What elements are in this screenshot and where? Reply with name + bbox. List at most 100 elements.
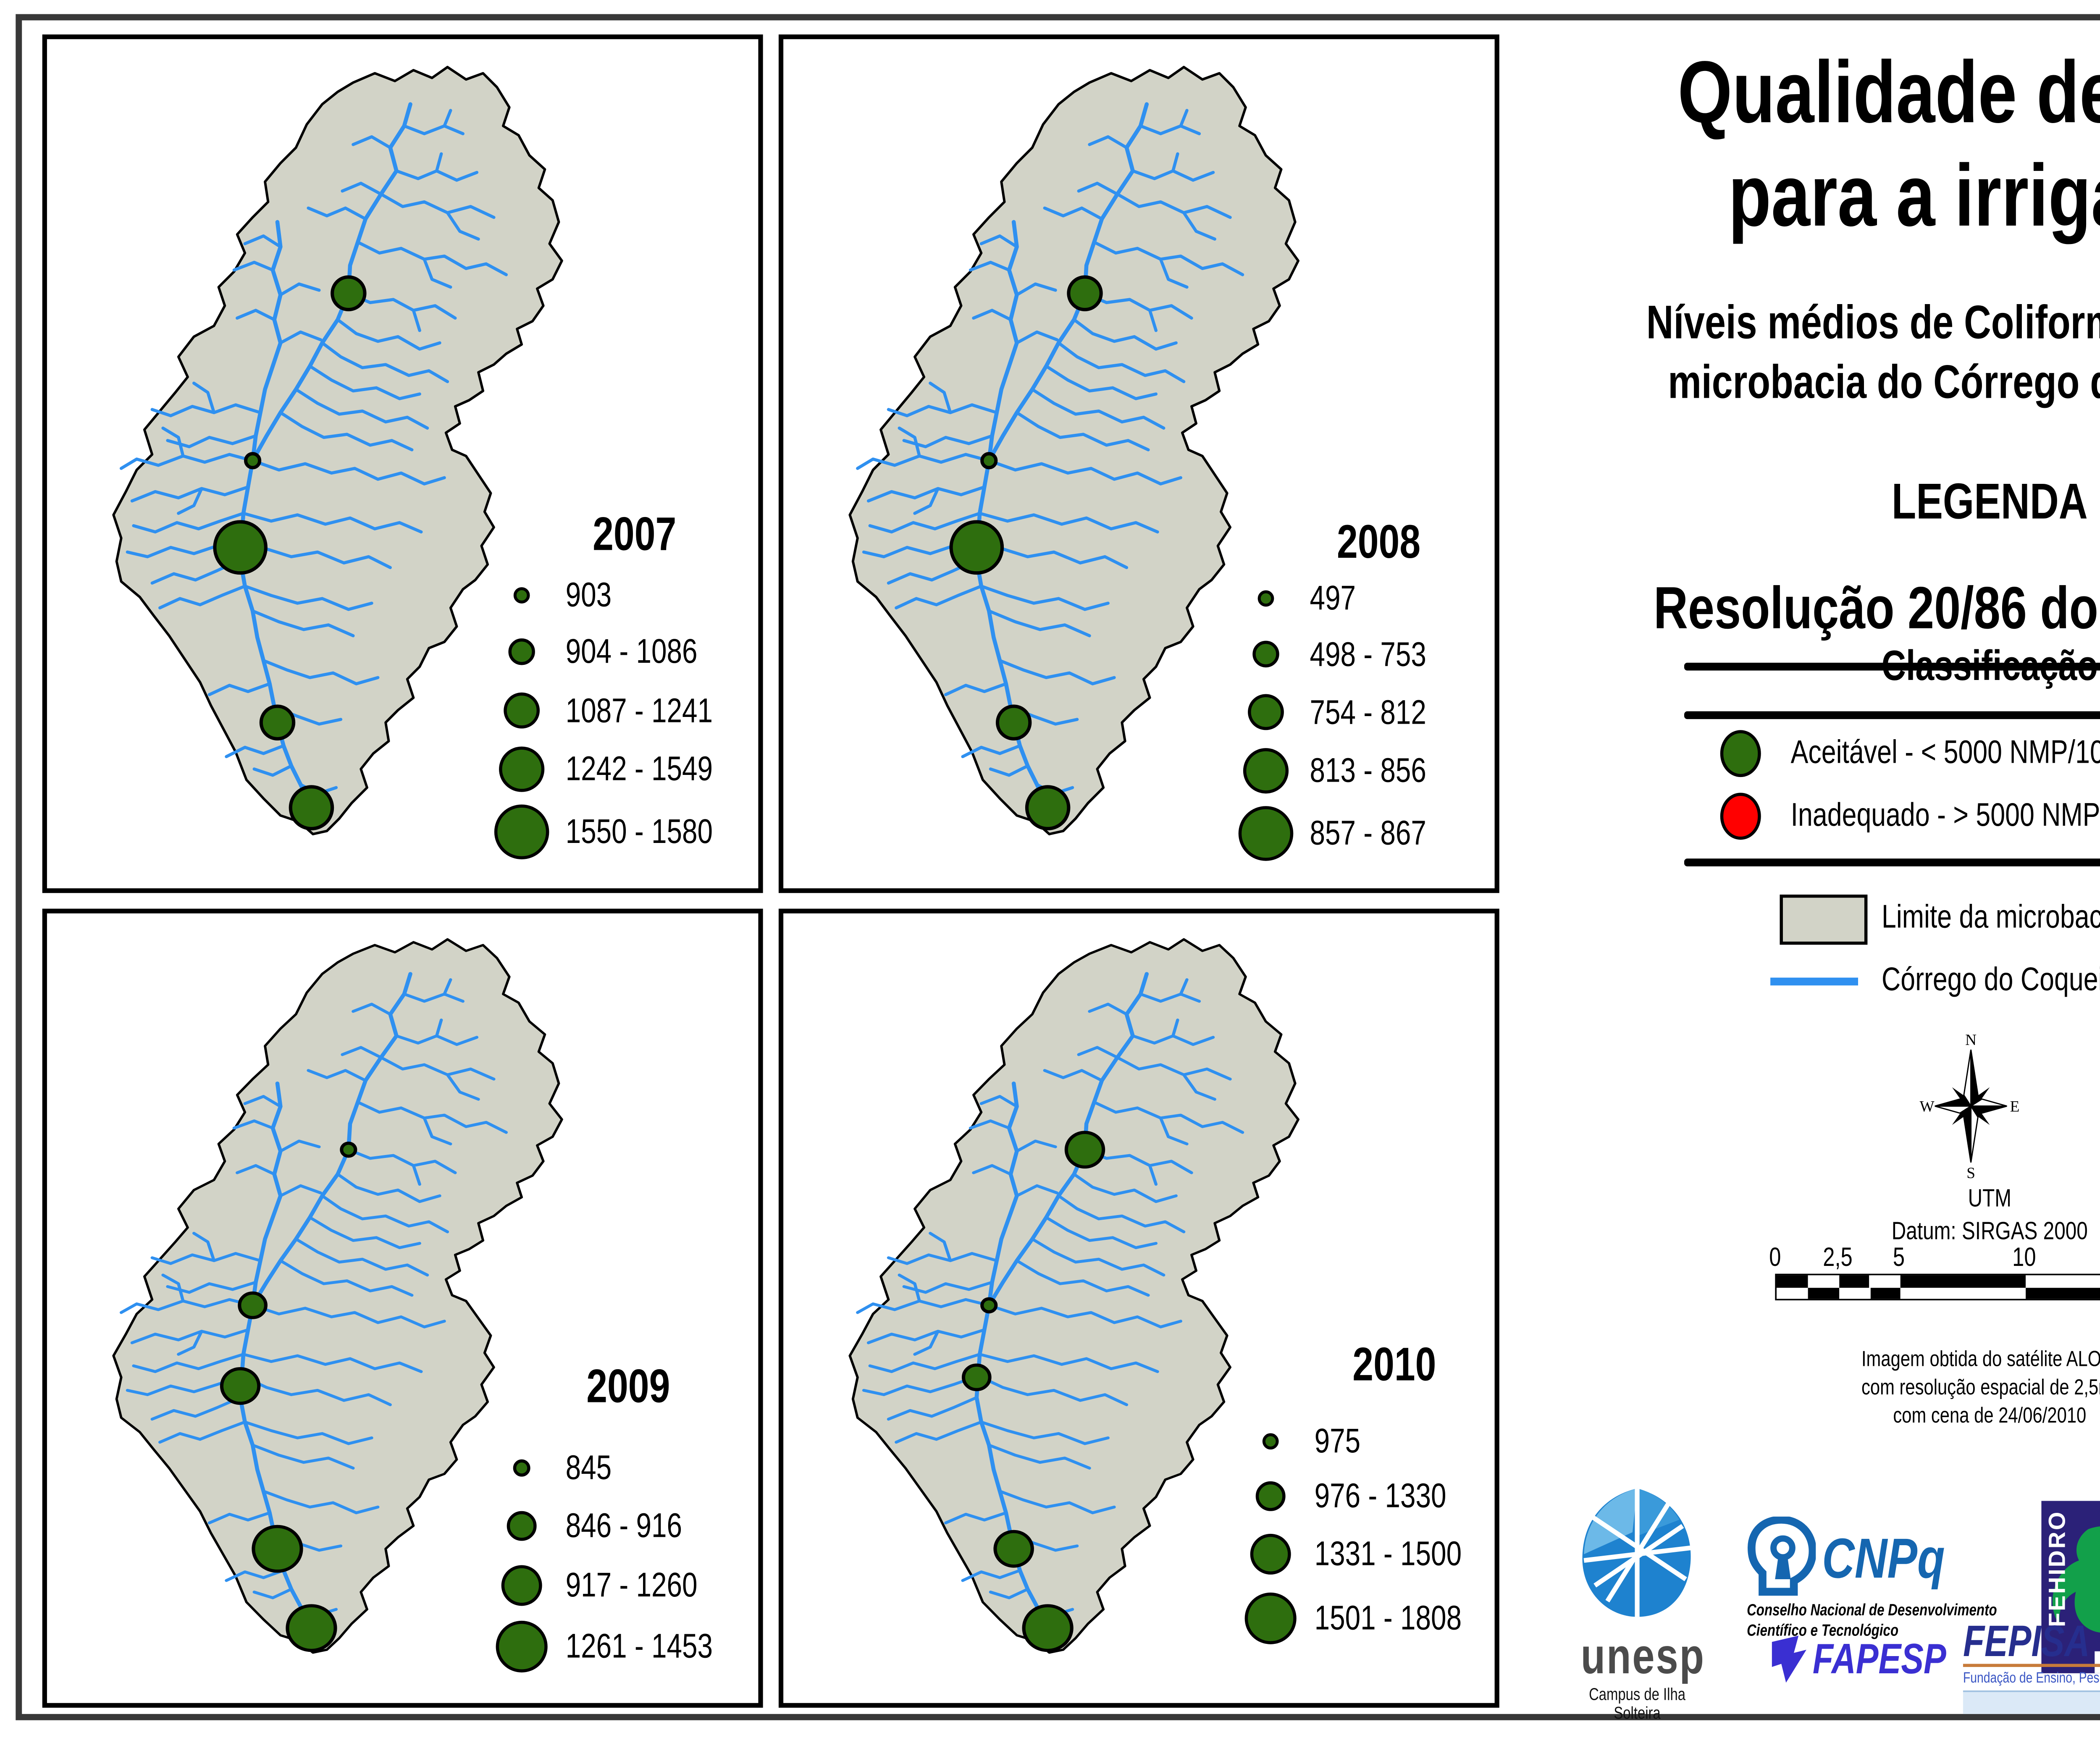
compass-s-label: S [1966, 1165, 1975, 1181]
monitoring-site-circle [980, 1297, 998, 1314]
monitoring-site-circle [1064, 1131, 1105, 1169]
watershed-map-2010 [783, 914, 1495, 1703]
classification-row-acceptable: Aceitável - < 5000 NMP/100 ml [1543, 730, 2100, 777]
class-symbol-circle [1243, 748, 1289, 794]
monitoring-site-circle [1022, 1604, 1074, 1652]
unesp-globe-icon [1582, 1488, 1691, 1617]
class-symbol-circle [496, 1620, 548, 1672]
fepisa-band [1963, 1690, 2100, 1714]
source-note: Imagem obtida do satélite ALOS, com resol… [1861, 1346, 2100, 1428]
legend-class-row: 846 - 916 [494, 1496, 750, 1556]
map-panel-2010: 2010 975 976 - 1330 1331 - 1500 1501 - 1… [778, 908, 1499, 1708]
legend-class-row: 904 - 1086 [494, 622, 750, 682]
basin-swatch [1780, 894, 1868, 945]
class-symbol-circle [494, 804, 549, 860]
fapesp-flag-icon [1772, 1635, 1806, 1683]
legend-class-row: 1331 - 1500 [1242, 1524, 1499, 1584]
class-symbol-circle [1244, 1592, 1297, 1644]
fapesp-logo: FAPESP [1767, 1633, 1980, 1686]
legend-class-row: 976 - 1330 [1242, 1468, 1499, 1524]
legend-class-row: 1242 - 1549 [494, 740, 750, 799]
cnpq-head-icon [1748, 1516, 1816, 1596]
monitoring-site-circle [331, 275, 367, 312]
scale-tick: 5 [1893, 1242, 1905, 1272]
fepisa-logo: FEPISA Fundação de Ensino, Pesquisa e Ex… [1963, 1619, 2100, 1714]
legend-class-row: 497 [1238, 572, 1455, 625]
unesp-logo: unesp Campus de Ilha Solteira [1567, 1485, 1708, 1723]
monitoring-site-circle [259, 704, 296, 741]
watershed-map-2009 [47, 914, 759, 1703]
scale-tick: 2,5 [1823, 1242, 1853, 1272]
legend-class-row: 1550 - 1580 [494, 799, 750, 865]
watershed-map-2007 [47, 39, 759, 888]
classification-heading: Classificação [1881, 642, 2098, 690]
projection-note: UTM Datum: SIRGAS 2000 [1891, 1186, 2088, 1245]
resolution-heading: Resolução 20/86 do CONAMA [1654, 576, 2100, 643]
legend-class-row: 754 - 812 [1238, 683, 1455, 741]
stream-swatch [1770, 977, 1858, 986]
stream-swatch-label: Córrego do Coqueiro [1881, 962, 2100, 998]
year-label: 2008 [1336, 517, 1421, 569]
monitoring-site-circle [244, 452, 262, 470]
monitoring-site-circle [1025, 785, 1071, 831]
watershed-map-2008 [783, 39, 1495, 888]
monitoring-site-circle [980, 452, 998, 470]
scale-tick: 10 [2012, 1242, 2036, 1272]
compass-e-label: E [2010, 1098, 2020, 1116]
class-symbol-circle [1255, 1481, 1286, 1511]
monitoring-site-circle [340, 1142, 357, 1158]
acceptable-circle-icon [1720, 730, 1761, 777]
cnpq-logo: CNPq Conselho Nacional de Desenvolviment… [1747, 1516, 1998, 1642]
panel-legend-2008: 497 498 - 753 754 - 812 813 - 856 857 - … [1238, 572, 1455, 866]
class-symbol-circle [501, 1565, 542, 1606]
class-symbol-circle [513, 587, 530, 604]
basin-swatch-label: Limite da microbacia [1881, 899, 2100, 935]
legend-class-row: 903 [494, 569, 750, 622]
year-label: 2010 [1352, 1339, 1436, 1391]
panel-legend-2009: 845 846 - 916 917 - 1260 1261 - 1453 [494, 1440, 750, 1678]
compass-rose-icon: N S W E [1920, 1032, 2020, 1181]
legend-class-row: 1501 - 1808 [1242, 1584, 1499, 1653]
class-symbol-circle [1252, 641, 1279, 668]
divider-line [1684, 662, 2100, 670]
legend-class-row: 498 - 753 [1238, 625, 1455, 683]
fehidro-leaf-icon [2052, 1526, 2100, 1673]
map-subtitle: Níveis médios de Coliformes Totais namic… [1646, 297, 2100, 408]
monitoring-site-circle [220, 1367, 261, 1405]
monitoring-site-circle [995, 704, 1032, 741]
monitoring-site-circle [993, 1530, 1034, 1568]
divider-line [1684, 858, 2100, 866]
compass-n-label: N [1965, 1032, 1977, 1049]
map-panel-2009: 2009 845 846 - 916 917 - 1260 1261 - 145… [42, 908, 763, 1708]
class-symbol-circle [1248, 694, 1284, 730]
legend-heading: LEGENDA [1891, 473, 2088, 530]
class-symbol-circle [507, 1511, 537, 1541]
class-symbol-circle [1250, 1533, 1291, 1575]
inadequate-circle-icon [1720, 793, 1761, 840]
scale-bar: 0 2,5 5 10 15 Km [1769, 1242, 2100, 1305]
divider-line [1684, 711, 2100, 719]
map-panel-2007: 2007 903 904 - 1086 1087 - 1241 1242 - 1… [42, 34, 763, 893]
right-column: Qualidade de águapara a irrigação Níveis… [1543, 32, 2100, 1723]
fehidro-word: FEHIDRO [2044, 1510, 2071, 1627]
monitoring-site-circle [286, 1604, 337, 1652]
legend-class-row: 917 - 1260 [494, 1556, 750, 1615]
legend-class-row: 975 [1242, 1415, 1499, 1468]
monitoring-site-circle [1067, 275, 1103, 312]
legend-class-row: 1087 - 1241 [494, 682, 750, 740]
monitoring-site-circle [252, 1525, 303, 1573]
class-symbol-circle [513, 1459, 530, 1477]
monitoring-site-circle [238, 1291, 268, 1319]
legend-class-row: 857 - 867 [1238, 801, 1455, 866]
year-label: 2009 [586, 1361, 670, 1413]
outer-frame [16, 14, 2100, 1720]
class-symbol-circle [504, 692, 540, 729]
map-panel-2008: 2008 497 498 - 753 754 - 812 813 - 856 8… [778, 34, 1499, 893]
panel-legend-2007: 903 904 - 1086 1087 - 1241 1242 - 1549 1… [494, 569, 750, 865]
class-symbol-circle [1257, 590, 1274, 607]
page-title: Qualidade de águapara a irrigação [1677, 42, 2100, 245]
monitoring-site-circle [949, 520, 1004, 575]
legend-class-row: 845 [494, 1440, 750, 1496]
fehidro-logo: FEHIDRO [2041, 1501, 2100, 1673]
